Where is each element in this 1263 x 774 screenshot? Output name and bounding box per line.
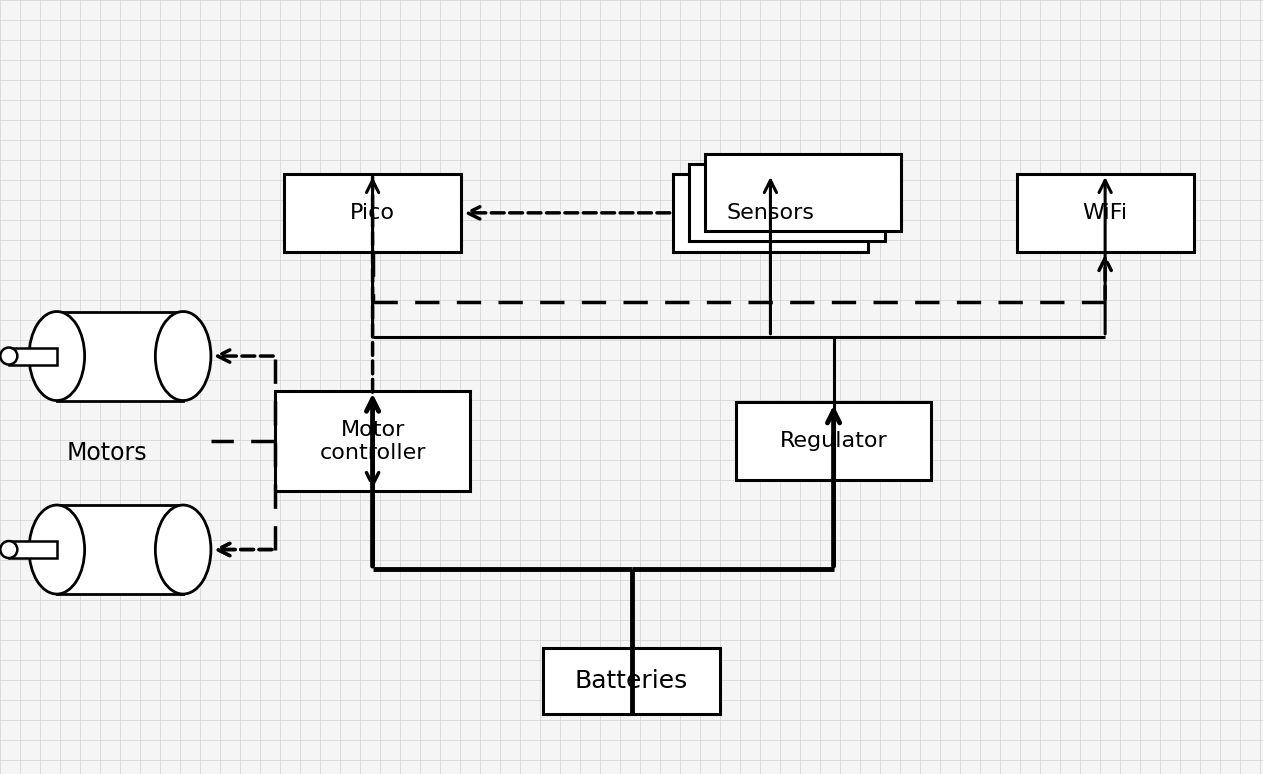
Text: WiFi: WiFi bbox=[1082, 203, 1128, 223]
Bar bbox=[57, 505, 183, 594]
Bar bbox=[1017, 174, 1194, 252]
Text: Regulator: Regulator bbox=[779, 431, 888, 451]
Ellipse shape bbox=[155, 311, 211, 401]
Text: Motor
controller: Motor controller bbox=[320, 420, 426, 463]
Ellipse shape bbox=[155, 505, 211, 594]
Bar bbox=[57, 311, 183, 401]
Text: Batteries: Batteries bbox=[575, 669, 688, 694]
Bar bbox=[9, 541, 57, 558]
Text: Pico: Pico bbox=[350, 203, 395, 223]
Text: Sensors: Sensors bbox=[726, 203, 815, 223]
Bar bbox=[690, 164, 884, 241]
Ellipse shape bbox=[29, 311, 85, 401]
Circle shape bbox=[0, 348, 18, 365]
Bar bbox=[672, 174, 868, 252]
Text: Motors: Motors bbox=[67, 440, 148, 465]
Bar bbox=[274, 391, 470, 491]
Bar bbox=[284, 174, 461, 252]
Bar bbox=[735, 402, 931, 480]
Bar bbox=[9, 348, 57, 365]
Bar bbox=[543, 649, 720, 714]
Circle shape bbox=[0, 541, 18, 558]
Ellipse shape bbox=[29, 505, 85, 594]
Bar bbox=[705, 154, 902, 231]
